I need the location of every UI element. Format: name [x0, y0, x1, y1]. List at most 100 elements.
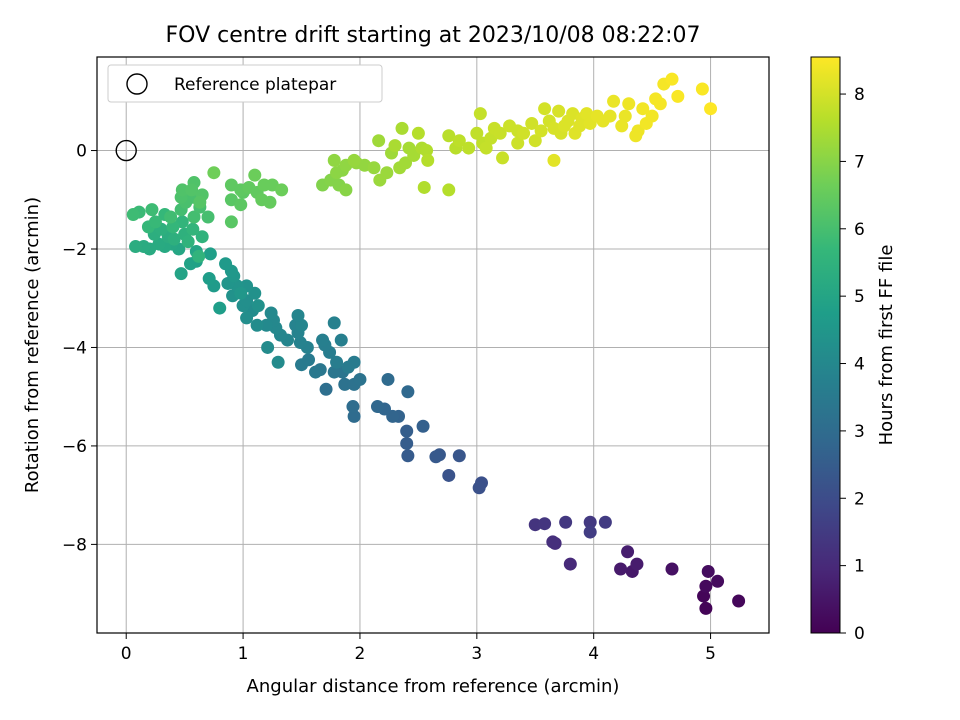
data-point-16 — [559, 515, 573, 529]
data-point-132 — [234, 198, 248, 212]
data-point-60 — [295, 318, 309, 332]
data-point-27 — [400, 436, 414, 450]
colorbar-tick-label-8: 8 — [854, 85, 865, 105]
data-point-121 — [201, 210, 215, 224]
data-point-223 — [695, 82, 709, 96]
data-point-91 — [174, 267, 188, 281]
data-point-61 — [291, 308, 305, 322]
data-point-10 — [621, 545, 635, 559]
data-point-14 — [528, 518, 542, 532]
data-point-69 — [261, 340, 275, 354]
data-point-9 — [630, 557, 644, 571]
legend-marker — [126, 73, 148, 95]
colorbar-tick-label-4: 4 — [854, 355, 865, 375]
data-point-49 — [341, 360, 355, 374]
data-point-41 — [353, 372, 367, 386]
data-point-113 — [148, 215, 162, 229]
data-point-45 — [309, 365, 323, 379]
data-point-18 — [598, 515, 612, 529]
legend-label: Reference platepar — [174, 75, 336, 95]
data-point-208 — [603, 109, 617, 123]
data-point-29 — [416, 419, 430, 433]
x-tick-label-3: 3 — [471, 644, 482, 664]
data-point-204 — [580, 107, 594, 121]
data-point-68 — [271, 355, 285, 369]
data-point-221 — [665, 72, 679, 86]
plot-area — [97, 57, 769, 633]
data-point-160 — [372, 134, 386, 148]
colorbar-tick-label-1: 1 — [854, 557, 865, 577]
x-tick-label-1: 1 — [238, 644, 249, 664]
plot-frame — [96, 56, 770, 634]
data-point-156 — [367, 161, 381, 175]
data-point-171 — [411, 126, 425, 140]
data-point-5 — [701, 564, 715, 578]
data-point-210 — [615, 119, 629, 133]
data-point-107 — [192, 249, 206, 263]
data-point-22 — [442, 468, 456, 482]
data-point-70 — [250, 318, 264, 332]
colorbar-tick-label-3: 3 — [854, 422, 865, 442]
data-point-108 — [186, 222, 200, 236]
data-point-11 — [563, 557, 577, 571]
data-point-3 — [699, 579, 713, 593]
data-point-23 — [452, 449, 466, 463]
data-point-33 — [370, 400, 384, 414]
data-point-84 — [219, 257, 233, 271]
data-point-82 — [234, 286, 248, 300]
data-point-76 — [251, 299, 265, 313]
x-tick-label-4: 4 — [588, 644, 599, 664]
legend-box — [107, 64, 383, 103]
data-point-151 — [327, 153, 341, 167]
x-axis-ticks: 0 1 2 3 4 5 — [121, 633, 716, 664]
reference-marker — [115, 139, 137, 162]
data-point-38 — [319, 382, 333, 396]
data-point-176 — [462, 141, 476, 155]
data-point-180 — [479, 141, 493, 155]
data-point-166 — [395, 121, 409, 135]
data-point-183 — [496, 151, 510, 165]
data-point-173 — [442, 129, 456, 143]
data-point-53 — [316, 333, 330, 347]
x-axis-title: Angular distance from reference (arcmin) — [247, 676, 620, 697]
data-point-129 — [193, 195, 207, 209]
data-point-222 — [671, 89, 685, 103]
data-point-139 — [263, 195, 277, 209]
x-tick-label-0: 0 — [121, 644, 132, 664]
grid-lines — [97, 57, 769, 633]
data-point-209 — [607, 94, 621, 108]
data-point-217 — [645, 109, 659, 123]
reference-point — [115, 139, 137, 162]
colorbar-tick-label-2: 2 — [854, 489, 865, 509]
data-point-17 — [583, 515, 597, 529]
data-point-211 — [618, 109, 632, 123]
y-tick-label-1: −6 — [62, 437, 87, 457]
data-point-169 — [420, 144, 434, 158]
y-tick-label-0: −8 — [62, 535, 87, 555]
chart-title: FOV centre drift starting at 2023/10/08 … — [166, 23, 701, 48]
data-point-50 — [330, 355, 344, 369]
legend: Reference platepar — [107, 64, 383, 103]
colorbar-tick-label-5: 5 — [854, 287, 865, 307]
data-point-110 — [166, 220, 180, 234]
data-point-186 — [511, 136, 525, 150]
data-point-47 — [302, 353, 316, 367]
colorbar-tick-label-6: 6 — [854, 220, 865, 240]
data-point-37 — [346, 400, 360, 414]
data-point-215 — [636, 102, 650, 116]
data-point-67 — [264, 306, 278, 320]
data-point-106 — [195, 230, 209, 244]
data-point-86 — [202, 272, 216, 286]
data-point-148 — [339, 183, 353, 197]
colorbar: 0 1 2 3 4 5 6 7 8 Hours from first FF file — [810, 56, 897, 644]
data-point-72 — [240, 311, 254, 325]
data-point-164 — [402, 141, 416, 155]
data-point-142 — [275, 183, 289, 197]
data-point-43 — [327, 365, 341, 379]
data-point-35 — [381, 372, 395, 386]
x-tick-label-5: 5 — [705, 644, 716, 664]
data-point-224 — [704, 102, 718, 116]
colorbar-tick-label-0: 0 — [854, 624, 865, 644]
data-point-130 — [224, 215, 238, 229]
data-point-57 — [293, 336, 307, 350]
